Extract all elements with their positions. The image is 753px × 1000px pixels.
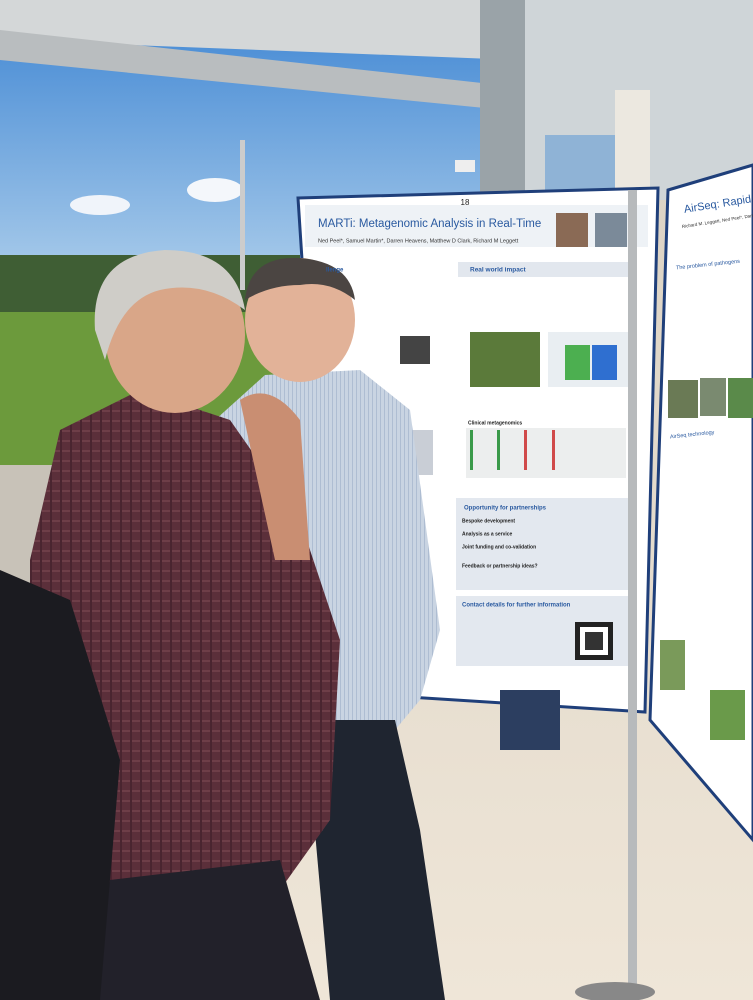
poster-stand xyxy=(628,190,637,990)
author-photo xyxy=(556,213,588,247)
poster-figure xyxy=(700,378,726,416)
window-frame xyxy=(0,30,505,110)
poster-figure xyxy=(592,345,617,380)
man-right-trousers xyxy=(305,720,445,1000)
author-photo xyxy=(595,213,627,247)
man-left-hand xyxy=(240,393,310,560)
poster-section-heading: Opportunity for partnerships xyxy=(464,506,547,512)
poster-section-heading: llenge xyxy=(326,268,344,274)
foreground-person xyxy=(0,570,120,1000)
man-left-hair xyxy=(94,250,245,360)
poster-figure xyxy=(497,430,500,470)
poster-figure xyxy=(466,428,626,478)
poster-section-heading: Analysis as a service xyxy=(462,531,513,537)
poster-section-heading: Contact details for further information xyxy=(462,603,571,609)
cloud xyxy=(70,195,130,215)
side-poster-section-heading: AirSeq technology xyxy=(670,430,715,441)
poster-figure xyxy=(470,430,473,470)
window xyxy=(545,135,615,195)
poster-figure xyxy=(470,332,540,387)
man-right-face xyxy=(245,258,355,382)
poster-section-heading: Real world impact xyxy=(470,267,526,274)
poster-figure xyxy=(552,430,555,470)
poster-section-heading: Joint funding and co-validation xyxy=(462,544,536,550)
poster-section-heading: Clinical metagenomics xyxy=(468,420,522,426)
poster-title: MARTi: Metagenomic Analysis in Real-Time xyxy=(318,218,541,230)
poster-number-tag xyxy=(455,160,475,172)
poster-header xyxy=(305,205,648,247)
poster-figure xyxy=(400,336,430,364)
poster-figure xyxy=(660,640,685,690)
poster-figure xyxy=(728,378,753,418)
poster-figure xyxy=(565,345,590,380)
poster-section-heading: Bespoke development xyxy=(462,518,515,524)
poster-authors: Ned Peel*, Samuel Martin*, Darren Heaven… xyxy=(318,238,519,244)
man-left-trousers xyxy=(90,860,320,1000)
lamp-post xyxy=(240,140,245,290)
stand-base xyxy=(575,982,655,1000)
man-right-hair xyxy=(245,257,355,300)
poster-figure xyxy=(524,430,527,470)
pillar xyxy=(615,90,650,200)
qr-code xyxy=(585,632,603,650)
cloud xyxy=(187,178,243,202)
poster-number: 18 xyxy=(461,198,470,207)
section-band xyxy=(458,262,633,277)
poster-figure xyxy=(710,690,745,740)
window-frame xyxy=(480,0,525,200)
poster-figure xyxy=(668,380,698,418)
section-band xyxy=(456,498,632,590)
poster-section-heading: Feedback or partnership ideas? xyxy=(462,563,538,569)
person-background xyxy=(500,690,560,750)
